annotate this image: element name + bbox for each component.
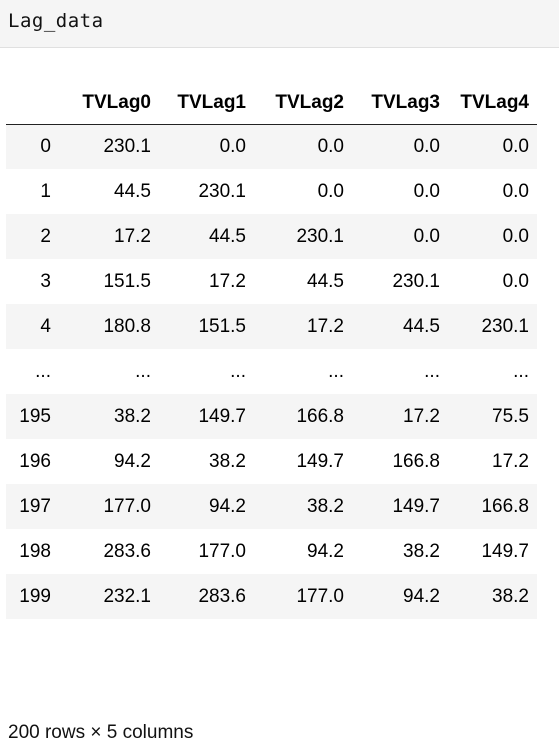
table-row: 198 283.6 177.0 94.2 38.2 149.7 xyxy=(6,529,537,574)
table-cell: 177.0 xyxy=(296,585,344,607)
row-index: 199 xyxy=(19,585,51,607)
row-index: ... xyxy=(35,360,51,382)
column-header: TVLag1 xyxy=(151,82,247,125)
table-cell: 230.1 xyxy=(296,225,344,247)
table-cell: 177.0 xyxy=(198,540,246,562)
table-cell: 17.2 xyxy=(403,405,440,427)
table-cell: 151.5 xyxy=(103,270,151,292)
table-cell: ... xyxy=(230,360,246,382)
table-cell: 94.2 xyxy=(209,495,246,517)
table-cell: 44.5 xyxy=(403,315,440,337)
column-header: TVLag3 xyxy=(344,82,440,125)
table-cell: ... xyxy=(135,360,151,382)
table-cell: 0.0 xyxy=(502,225,529,247)
table-cell: 44.5 xyxy=(307,270,344,292)
table-cell: 230.1 xyxy=(103,135,151,157)
table-cell: 17.2 xyxy=(114,225,151,247)
table-cell: ... xyxy=(328,360,344,382)
table-cell: 283.6 xyxy=(198,585,246,607)
table-cell: 94.2 xyxy=(114,450,151,472)
table-cell: ... xyxy=(513,360,529,382)
row-index: 198 xyxy=(19,540,51,562)
dataframe-shape: 200 rows × 5 columns xyxy=(8,722,194,743)
dataframe-table: TVLag0 TVLag1 TVLag2 TVLag3 TVLag4 0 230.… xyxy=(6,82,537,619)
table-row: 196 94.2 38.2 149.7 166.8 17.2 xyxy=(6,439,537,484)
table-header: TVLag0 TVLag1 TVLag2 TVLag3 TVLag4 xyxy=(6,82,537,125)
table-cell: 44.5 xyxy=(114,180,151,202)
table-row: 2 17.2 44.5 230.1 0.0 0.0 xyxy=(6,214,537,259)
table-cell: 283.6 xyxy=(103,540,151,562)
table-cell: 149.7 xyxy=(198,405,246,427)
table-cell: 230.1 xyxy=(198,180,246,202)
table-cell: 0.0 xyxy=(413,180,440,202)
table-cell: 38.2 xyxy=(114,405,151,427)
table-cell: 230.1 xyxy=(481,315,529,337)
table-cell: 151.5 xyxy=(198,315,246,337)
table-cell: 38.2 xyxy=(403,540,440,562)
table-row: 4 180.8 151.5 17.2 44.5 230.1 xyxy=(6,304,537,349)
table-cell: 0.0 xyxy=(413,135,440,157)
table-cell: 0.0 xyxy=(219,135,246,157)
table-cell: 38.2 xyxy=(307,495,344,517)
table-cell: 232.1 xyxy=(103,585,151,607)
row-index: 1 xyxy=(40,180,51,202)
row-index: 196 xyxy=(19,450,51,472)
table-row: 199 232.1 283.6 177.0 94.2 38.2 xyxy=(6,574,537,619)
table-row: 3 151.5 17.2 44.5 230.1 0.0 xyxy=(6,259,537,304)
table-cell: 75.5 xyxy=(492,405,529,427)
table-row: .................. xyxy=(6,349,537,394)
column-header: TVLag0 xyxy=(55,82,151,125)
table-cell: 149.7 xyxy=(392,495,440,517)
table-cell: 166.8 xyxy=(296,405,344,427)
row-index: 197 xyxy=(19,495,51,517)
table-cell: 17.2 xyxy=(307,315,344,337)
row-index: 2 xyxy=(40,225,51,247)
table-cell: 0.0 xyxy=(413,225,440,247)
table-cell: 149.7 xyxy=(296,450,344,472)
table-cell: 230.1 xyxy=(392,270,440,292)
row-index: 0 xyxy=(40,135,51,157)
column-header: TVLag4 xyxy=(440,82,537,125)
table-row: 1 44.5 230.1 0.0 0.0 0.0 xyxy=(6,169,537,214)
table-cell: 0.0 xyxy=(502,135,529,157)
table-cell: 94.2 xyxy=(403,585,440,607)
table-body: 0 230.1 0.0 0.0 0.0 0.0 1 44.5 230.1 0.0 0.0 0.0 2 17… xyxy=(6,124,537,619)
code-cell-source: Lag_data xyxy=(8,10,104,32)
table-cell: 177.0 xyxy=(103,495,151,517)
table-cell: 0.0 xyxy=(502,180,529,202)
table-cell: 180.8 xyxy=(103,315,151,337)
table-cell: 17.2 xyxy=(209,270,246,292)
header-row: TVLag0 TVLag1 TVLag2 TVLag3 TVLag4 xyxy=(6,82,537,125)
table-cell: 0.0 xyxy=(317,180,344,202)
row-index: 195 xyxy=(19,405,51,427)
table-cell: 38.2 xyxy=(492,585,529,607)
table-cell: 149.7 xyxy=(481,540,529,562)
table-cell: 0.0 xyxy=(317,135,344,157)
table-cell: ... xyxy=(424,360,440,382)
table-cell: 44.5 xyxy=(209,225,246,247)
table-row: 197 177.0 94.2 38.2 149.7 166.8 xyxy=(6,484,537,529)
table-cell: 17.2 xyxy=(492,450,529,472)
row-index: 4 xyxy=(40,315,51,337)
table-row: 0 230.1 0.0 0.0 0.0 0.0 xyxy=(6,124,537,169)
row-index: 3 xyxy=(40,270,51,292)
table-row: 195 38.2 149.7 166.8 17.2 75.5 xyxy=(6,394,537,439)
code-cell[interactable]: Lag_data xyxy=(0,0,559,48)
column-header: TVLag2 xyxy=(247,82,344,125)
table-cell: 94.2 xyxy=(307,540,344,562)
table-cell: 0.0 xyxy=(502,270,529,292)
index-header xyxy=(6,82,55,125)
table-cell: 166.8 xyxy=(481,495,529,517)
table-cell: 38.2 xyxy=(209,450,246,472)
table-cell: 166.8 xyxy=(392,450,440,472)
